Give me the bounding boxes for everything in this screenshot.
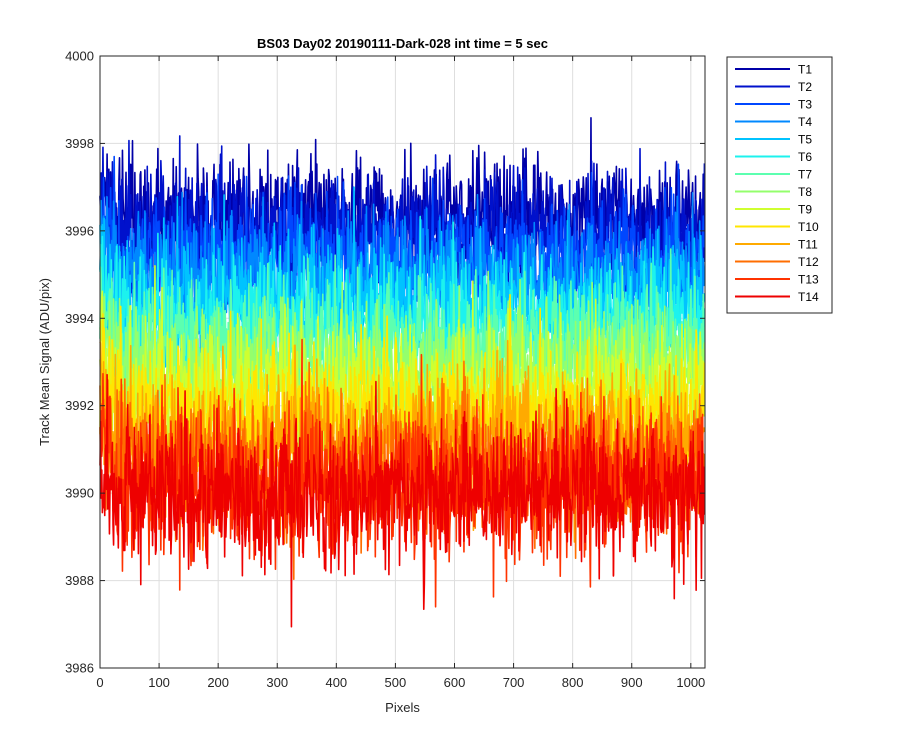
y-axis-label: Track Mean Signal (ADU/pix): [37, 278, 52, 446]
legend-label-t8: T8: [798, 185, 812, 199]
x-tick-label: 400: [325, 675, 347, 690]
series-layer: [99, 117, 706, 628]
x-tick-label: 0: [96, 675, 103, 690]
legend-label-t10: T10: [798, 220, 819, 234]
y-tick-label: 3990: [65, 486, 94, 501]
series-line-t2: [99, 135, 706, 336]
legend-label-t14: T14: [798, 290, 819, 304]
legend-label-t5: T5: [798, 133, 812, 147]
series-line-t14: [99, 373, 706, 628]
legend-label-t3: T3: [798, 98, 812, 112]
y-tick-label: 3994: [65, 311, 94, 326]
y-tick-label: 3986: [65, 661, 94, 676]
legend-label-t13: T13: [798, 273, 819, 287]
axis-ticks: 0 100 200 300 400 500 600 700 800 900 1000 3986 3988…: [65, 49, 705, 691]
legend-label-t12: T12: [798, 255, 819, 269]
legend-box: [726, 56, 833, 314]
legend-label-t11: T11: [798, 238, 818, 252]
legend-label-t9: T9: [798, 203, 812, 217]
y-tick-label: 3998: [65, 136, 94, 151]
chart-title: BS03 Day02 20190111-Dark-028 int time = …: [257, 36, 548, 51]
x-tick-label: 600: [444, 675, 466, 690]
y-tick-label: 3992: [65, 398, 94, 413]
y-tick-label: 3996: [65, 223, 94, 238]
x-tick-label: 200: [207, 675, 229, 690]
x-tick-label: 500: [385, 675, 407, 690]
legend-label-t7: T7: [798, 168, 812, 182]
x-tick-label: 1000: [676, 675, 705, 690]
x-tick-label: 100: [148, 675, 170, 690]
legend-label-t2: T2: [798, 80, 812, 94]
legend: T1 T2 T3 T4 T5 T6 T7 T8 T9 T10 T11 T12 T13 T14: [726, 56, 833, 314]
legend-label-t6: T6: [798, 150, 812, 164]
legend-label-t1: T1: [798, 63, 812, 77]
x-tick-label: 700: [503, 675, 525, 690]
plot-box: [99, 55, 706, 669]
x-tick-label: 900: [621, 675, 643, 690]
legend-label-t4: T4: [798, 115, 812, 129]
y-tick-label: 3988: [65, 573, 94, 588]
x-tick-label: 800: [562, 675, 584, 690]
x-tick-label: 300: [266, 675, 288, 690]
x-axis-label: Pixels: [385, 700, 420, 715]
y-tick-label: 4000: [65, 49, 94, 64]
